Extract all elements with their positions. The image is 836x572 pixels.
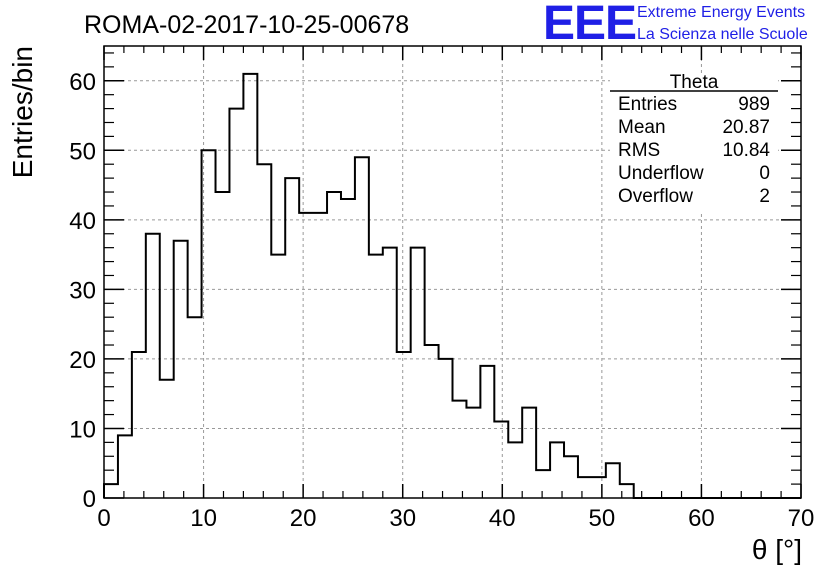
grid-lines: [104, 46, 801, 498]
plot-frame: [103, 45, 802, 499]
stats-label: RMS: [618, 140, 660, 161]
histogram-outline: [103, 72, 801, 499]
y-axis-title: Entries/bin: [7, 46, 38, 178]
x-tick-label: 30: [389, 505, 416, 532]
x-tick-label: 20: [290, 505, 317, 532]
y-tick-label: 50: [69, 138, 96, 165]
stats-value: 989: [738, 94, 770, 115]
stats-label: Overflow: [618, 186, 693, 207]
stats-background: [610, 74, 778, 214]
stats-value: 20.87: [722, 117, 770, 138]
stats-rows: Entries 989 Mean 20.87 RMS 10.84 Underflow 0 Ove…: [618, 94, 770, 207]
eee-logo-mark: EEE: [543, 0, 637, 50]
x-tick-label: 60: [688, 505, 715, 532]
stats-title: Theta: [670, 72, 719, 93]
y-tick-label: 0: [83, 486, 96, 513]
x-tick-label: 10: [190, 505, 217, 532]
stats-label: Mean: [618, 117, 666, 138]
chart-title: ROMA-02-2017-10-25-00678: [84, 11, 409, 39]
y-tick-label: 10: [69, 416, 96, 443]
y-tick-label: 40: [69, 208, 96, 235]
logo-line-1: Extreme Energy Events: [637, 4, 806, 21]
stats-value: 10.84: [722, 140, 770, 161]
stats-value: 2: [759, 186, 770, 207]
x-tick-label: 70: [788, 505, 815, 532]
stats-value: 0: [759, 163, 770, 184]
x-tick-labels: 0 10 20 30 40 50 60 70: [97, 505, 814, 532]
stats-label: Underflow: [618, 163, 704, 184]
x-tick-label: 50: [589, 505, 616, 532]
y-tick-label: 30: [69, 277, 96, 304]
y-tick-label: 20: [69, 347, 96, 374]
x-tick-label: 0: [97, 505, 110, 532]
x-axis-title: θ [°]: [752, 534, 802, 565]
logo-line-2: La Scienza nelle Scuole: [637, 26, 808, 43]
stats-label: Entries: [618, 94, 677, 115]
y-tick-labels: 0 10 20 30 40 50 60: [69, 69, 96, 513]
x-tick-label: 40: [489, 505, 516, 532]
y-tick-label: 60: [69, 69, 96, 96]
eee-logo: EEE Extreme Energy Events La Scienza nel…: [543, 0, 833, 50]
stats-box: Theta Entries 989 Mean 20.87 RMS 10.84 Underfl…: [610, 72, 778, 214]
